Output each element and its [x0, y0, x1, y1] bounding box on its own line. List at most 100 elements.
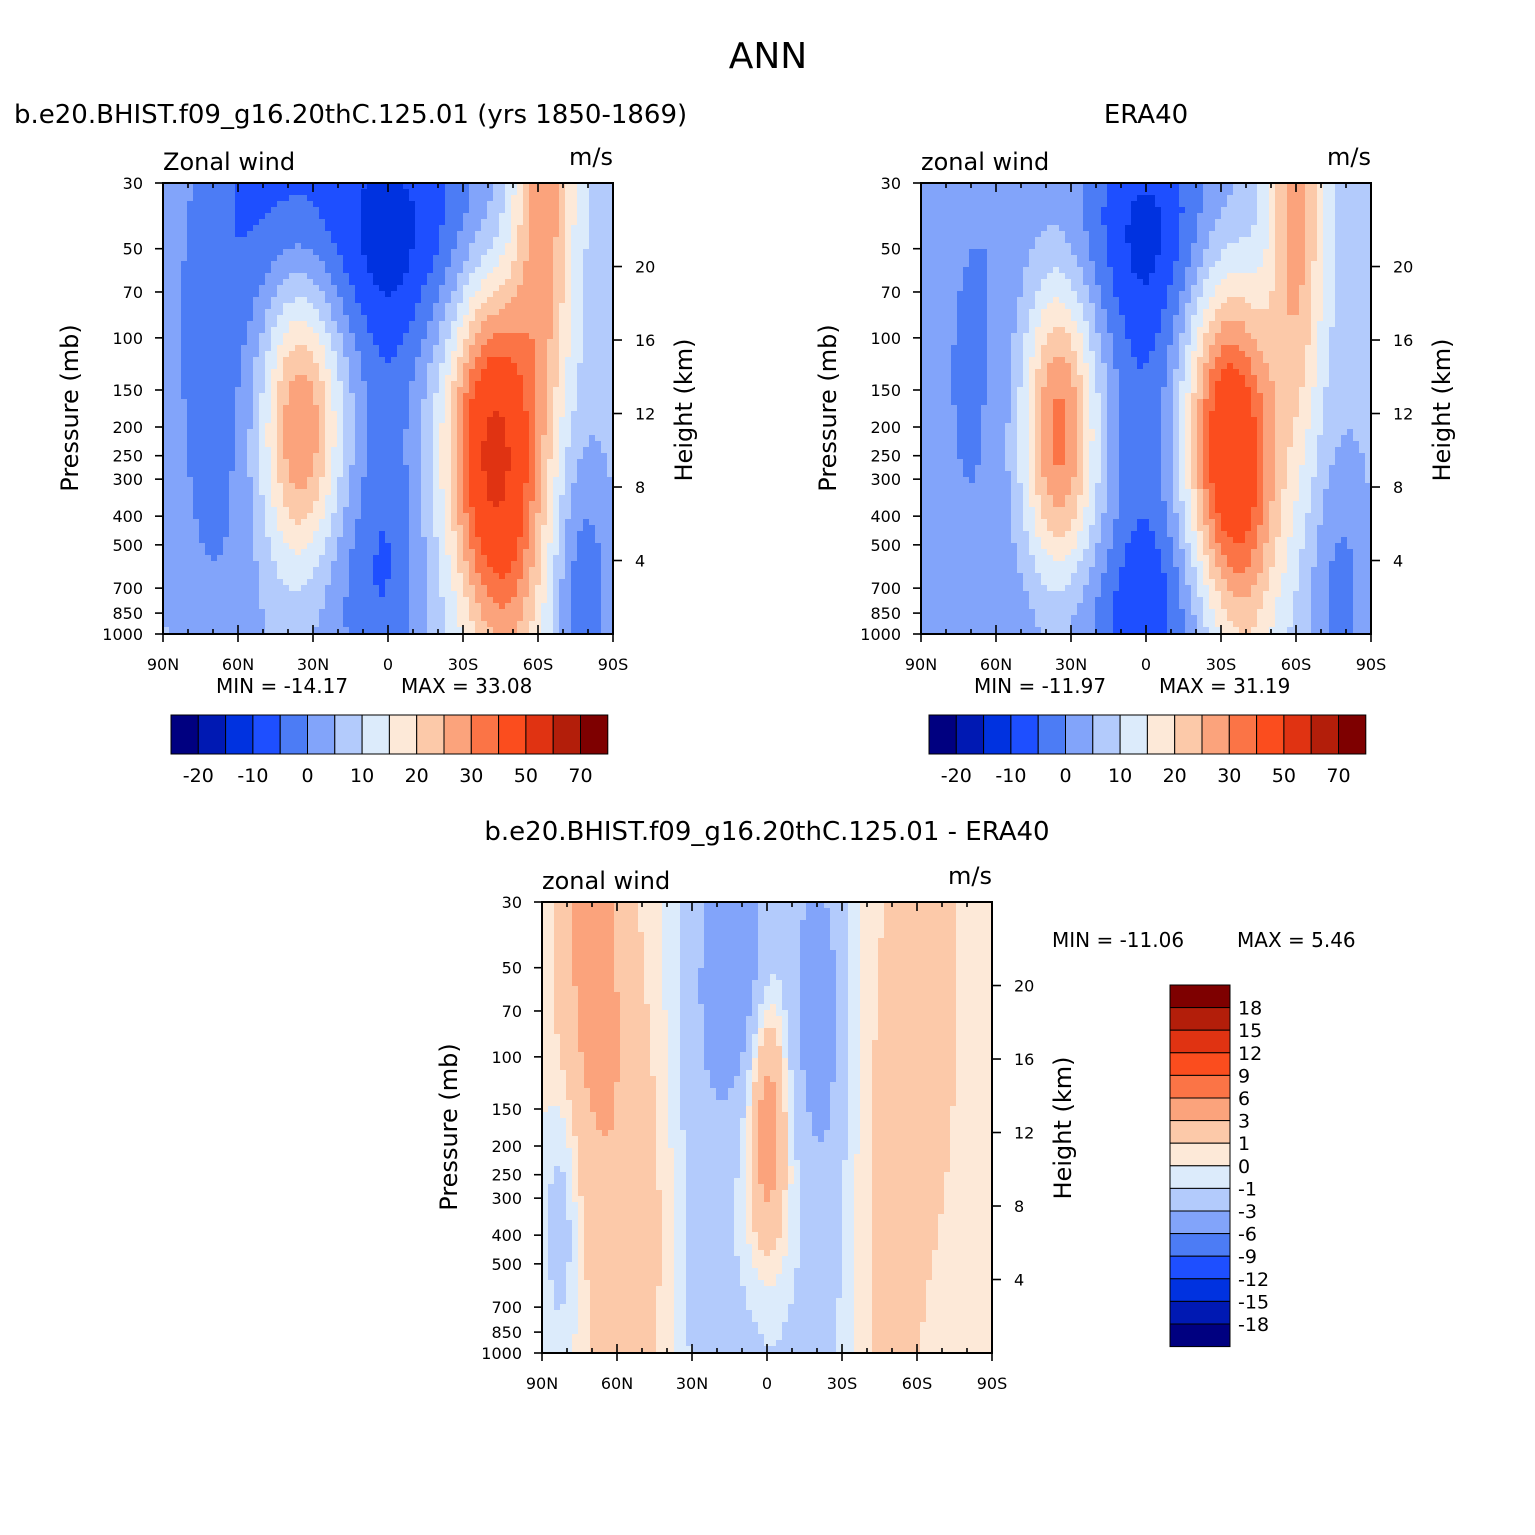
field-cell — [193, 393, 200, 400]
field-cell — [529, 489, 536, 496]
field-cell — [421, 525, 428, 532]
field-cell — [211, 225, 218, 232]
field-cell — [559, 261, 566, 268]
field-cell — [595, 369, 602, 376]
field-cell — [529, 471, 536, 478]
field-cell — [457, 441, 464, 448]
field-cell — [295, 333, 302, 340]
field-cell — [349, 387, 356, 394]
field-cell — [421, 249, 428, 256]
field-cell — [319, 207, 326, 214]
field-cell — [385, 261, 392, 268]
field-cell — [199, 435, 206, 442]
field-cell — [451, 207, 458, 214]
field-cell — [511, 507, 518, 514]
field-cell — [193, 369, 200, 376]
field-cell — [391, 537, 398, 544]
field-cell — [595, 279, 602, 286]
field-cell — [403, 453, 410, 460]
field-cell — [199, 213, 206, 220]
field-cell — [211, 513, 218, 520]
field-cell — [427, 309, 434, 316]
field-cell — [427, 261, 434, 268]
field-cell — [199, 525, 206, 532]
field-cell — [259, 411, 266, 418]
field-cell — [349, 243, 356, 250]
field-cell — [451, 393, 458, 400]
field-cell — [439, 435, 446, 442]
field-cell — [331, 273, 338, 280]
field-cell — [397, 453, 404, 460]
field-cell — [205, 453, 212, 460]
field-cell — [529, 495, 536, 502]
field-cell — [337, 369, 344, 376]
field-cell — [187, 231, 194, 238]
field-cell — [475, 309, 482, 316]
field-cell — [475, 201, 482, 208]
field-cell — [451, 507, 458, 514]
field-cell — [223, 537, 230, 544]
field-cell — [361, 435, 368, 442]
field-cell — [217, 333, 224, 340]
field-cell — [601, 291, 608, 298]
field-cell — [361, 285, 368, 292]
field-cell — [355, 387, 362, 394]
field-cell — [499, 309, 506, 316]
field-cell — [511, 243, 518, 250]
field-cell — [493, 405, 500, 412]
field-cell — [169, 567, 176, 574]
field-cell — [181, 453, 188, 460]
field-cell — [583, 501, 590, 508]
field-cell — [199, 579, 206, 586]
field-cell — [547, 507, 554, 514]
field-cell — [247, 285, 254, 292]
field-cell — [583, 231, 590, 238]
field-cell — [295, 249, 302, 256]
field-cell — [349, 579, 356, 586]
field-cell — [391, 579, 398, 586]
field-cell — [415, 249, 422, 256]
field-cell — [343, 333, 350, 340]
field-cell — [427, 555, 434, 562]
field-cell — [439, 297, 446, 304]
field-cell — [277, 267, 284, 274]
field-cell — [223, 387, 230, 394]
field-cell — [589, 543, 596, 550]
field-cell — [331, 189, 338, 196]
field-cell — [349, 399, 356, 406]
field-cell — [457, 387, 464, 394]
field-cell — [181, 237, 188, 244]
field-cell — [265, 267, 272, 274]
field-cell — [595, 531, 602, 538]
field-cell — [349, 249, 356, 256]
field-cell — [457, 417, 464, 424]
field-cell — [211, 297, 218, 304]
field-cell — [577, 261, 584, 268]
field-cell — [523, 489, 530, 496]
field-cell — [583, 351, 590, 358]
field-cell — [163, 297, 170, 304]
field-cell — [343, 507, 350, 514]
field-cell — [289, 243, 296, 250]
field-cell — [565, 255, 572, 262]
field-cell — [181, 501, 188, 508]
field-cell — [163, 285, 170, 292]
field-cell — [409, 405, 416, 412]
field-cell — [541, 489, 548, 496]
field-cell — [289, 249, 296, 256]
field-cell — [451, 537, 458, 544]
field-cell — [487, 261, 494, 268]
field-cell — [259, 549, 266, 556]
field-cell — [175, 303, 182, 310]
field-cell — [199, 441, 206, 448]
field-cell — [385, 225, 392, 232]
field-cell — [553, 489, 560, 496]
field-cell — [589, 423, 596, 430]
field-cell — [451, 459, 458, 466]
field-cell — [523, 231, 530, 238]
field-cell — [433, 267, 440, 274]
field-cell — [535, 441, 542, 448]
field-cell — [313, 483, 320, 490]
field-cell — [319, 423, 326, 430]
field-cell — [379, 363, 386, 370]
